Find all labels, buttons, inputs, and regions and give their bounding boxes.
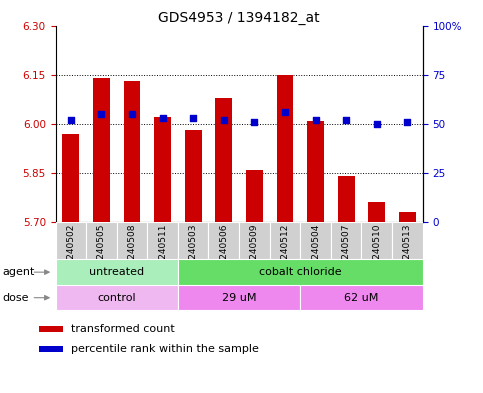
Bar: [307, 121, 324, 222]
Point: [128, 111, 136, 117]
Point: [281, 109, 289, 115]
Bar: [178, 222, 209, 259]
Bar: [239, 222, 270, 259]
Bar: [93, 78, 110, 222]
Point: [159, 115, 167, 121]
Bar: [392, 222, 423, 259]
Text: GSM1240512: GSM1240512: [281, 224, 289, 284]
Text: GSM1240513: GSM1240513: [403, 224, 412, 285]
Text: GSM1240509: GSM1240509: [250, 224, 259, 285]
Bar: [62, 134, 79, 222]
Bar: [86, 222, 117, 259]
Bar: [56, 285, 178, 310]
Bar: [277, 75, 293, 222]
Bar: [124, 81, 141, 222]
Text: 62 uM: 62 uM: [344, 293, 379, 303]
Bar: [209, 222, 239, 259]
Bar: [178, 285, 300, 310]
Bar: [39, 326, 63, 332]
Bar: [331, 222, 361, 259]
Text: agent: agent: [2, 267, 35, 277]
Point: [251, 119, 258, 125]
Text: GSM1240503: GSM1240503: [189, 224, 198, 285]
Text: GSM1240502: GSM1240502: [66, 224, 75, 284]
Text: GSM1240508: GSM1240508: [128, 224, 137, 285]
Bar: [39, 346, 63, 353]
Bar: [56, 222, 86, 259]
Text: transformed count: transformed count: [71, 324, 174, 334]
Point: [189, 115, 197, 121]
Bar: [361, 222, 392, 259]
Text: control: control: [98, 293, 136, 303]
Bar: [117, 222, 147, 259]
Bar: [154, 117, 171, 222]
Point: [220, 117, 227, 123]
Bar: [215, 97, 232, 222]
Point: [373, 121, 381, 127]
Bar: [147, 222, 178, 259]
Text: GSM1240510: GSM1240510: [372, 224, 381, 285]
Bar: [56, 259, 178, 285]
Point: [403, 119, 411, 125]
Bar: [399, 212, 416, 222]
Bar: [300, 222, 331, 259]
Text: 29 uM: 29 uM: [222, 293, 256, 303]
Point: [312, 117, 319, 123]
Point: [67, 117, 75, 123]
Text: untreated: untreated: [89, 267, 144, 277]
Bar: [178, 259, 423, 285]
Bar: [369, 202, 385, 222]
Point: [342, 117, 350, 123]
Bar: [270, 222, 300, 259]
Text: GSM1240507: GSM1240507: [341, 224, 351, 285]
Bar: [300, 285, 423, 310]
Point: [98, 111, 105, 117]
Text: dose: dose: [2, 293, 29, 303]
Bar: [185, 130, 201, 222]
Text: cobalt chloride: cobalt chloride: [259, 267, 341, 277]
Title: GDS4953 / 1394182_at: GDS4953 / 1394182_at: [158, 11, 320, 24]
Bar: [246, 170, 263, 222]
Text: GSM1240504: GSM1240504: [311, 224, 320, 284]
Text: percentile rank within the sample: percentile rank within the sample: [71, 344, 258, 354]
Text: GSM1240511: GSM1240511: [158, 224, 167, 285]
Text: GSM1240505: GSM1240505: [97, 224, 106, 285]
Text: GSM1240506: GSM1240506: [219, 224, 228, 285]
Bar: [338, 176, 355, 222]
